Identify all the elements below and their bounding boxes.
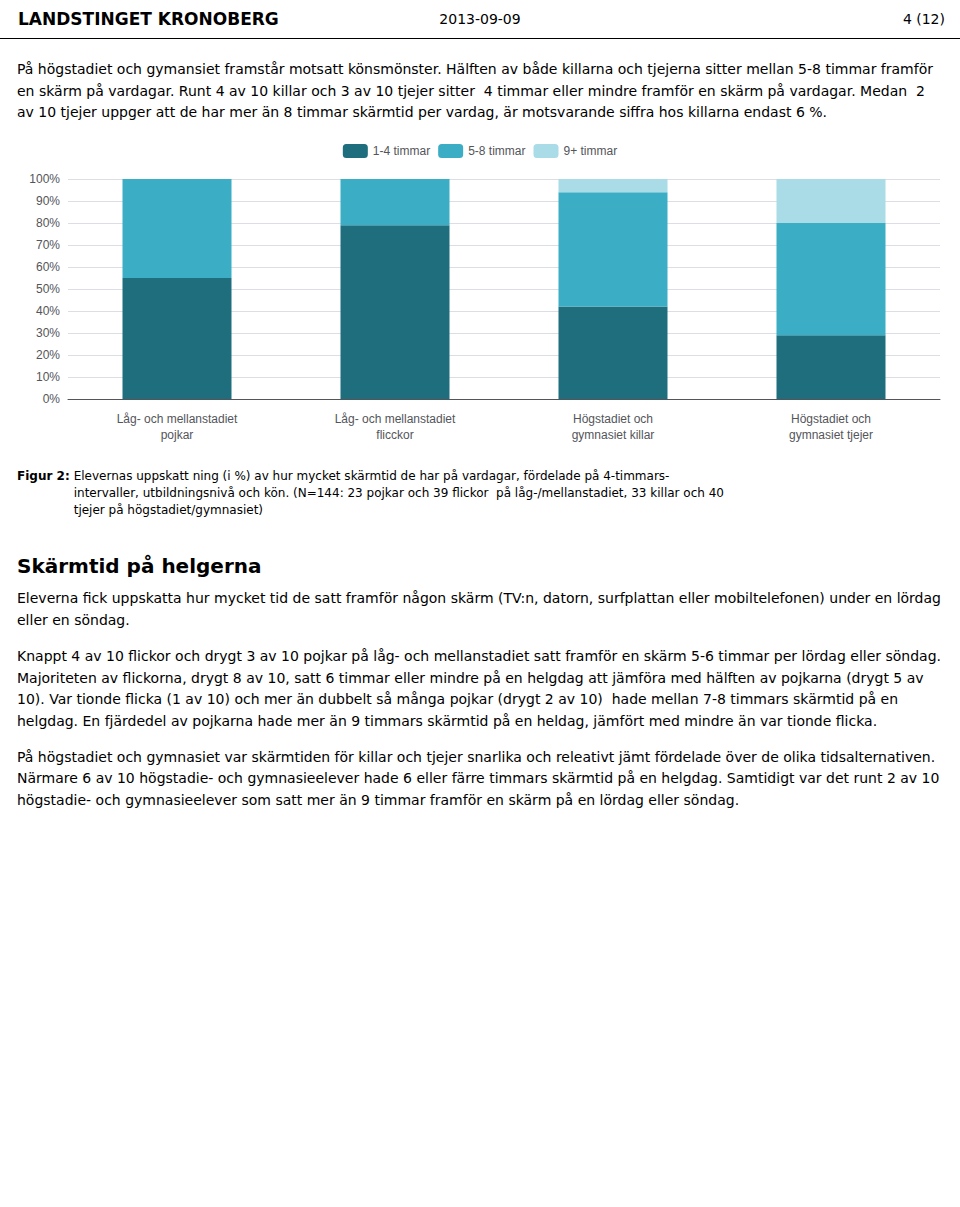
svg-text:gymnasiet killar: gymnasiet killar — [572, 428, 655, 442]
html-text:4 (12): 4 (12) — [902, 11, 945, 27]
svg-text:pojkar: pojkar — [161, 428, 194, 442]
svg-text:100%: 100% — [29, 172, 60, 186]
svg-text:flicckor: flicckor — [376, 428, 413, 442]
svg-text:20%: 20% — [36, 348, 60, 362]
html-text:Eleverna fick uppskatta hur my: Eleverna fick uppskatta hur mycket tid d… — [17, 590, 946, 629]
html-text:LANDSTINGET KRONOBERG: LANDSTINGET KRONOBERG — [18, 9, 279, 29]
svg-text:90%: 90% — [36, 194, 60, 208]
svg-text:Högstadiet och: Högstadiet och — [791, 412, 871, 426]
svg-text:1-4 timmar: 1-4 timmar — [373, 144, 430, 158]
svg-text:5-8 timmar: 5-8 timmar — [468, 144, 525, 158]
svg-text:30%: 30% — [36, 326, 60, 340]
html-text:Figur 2: Elevernas uppskatt ni: Figur 2: Elevernas uppskatt ning (i %) a… — [17, 469, 724, 517]
svg-text:50%: 50% — [36, 282, 60, 296]
html-text:På högstadiet och gymansiet fr: På högstadiet och gymansiet framstår mot… — [17, 61, 938, 121]
svg-text:80%: 80% — [36, 216, 60, 230]
svg-text:Låg- och mellanstadiet: Låg- och mellanstadiet — [117, 412, 238, 426]
svg-text:0%: 0% — [43, 392, 61, 406]
svg-text:gymnasiet tjejer: gymnasiet tjejer — [789, 428, 873, 442]
svg-text:Låg- och mellanstadiet: Låg- och mellanstadiet — [335, 412, 456, 426]
svg-text:Högstadiet och: Högstadiet och — [573, 412, 653, 426]
html-text:Knappt 4 av 10 flickor och dry: Knappt 4 av 10 flickor och drygt 3 av 10… — [17, 647, 946, 729]
svg-text:70%: 70% — [36, 238, 60, 252]
svg-text:9+ timmar: 9+ timmar — [564, 144, 618, 158]
svg-text:60%: 60% — [36, 260, 60, 274]
svg-text:40%: 40% — [36, 304, 60, 318]
html-text:På högstadiet och gymnasiet va: På högstadiet och gymnasiet var skärmtid… — [17, 748, 944, 808]
html-text:Skärmtid på helgerna: Skärmtid på helgerna — [17, 554, 262, 579]
html-text:2013-09-09: 2013-09-09 — [439, 11, 521, 27]
svg-text:10%: 10% — [36, 370, 60, 384]
